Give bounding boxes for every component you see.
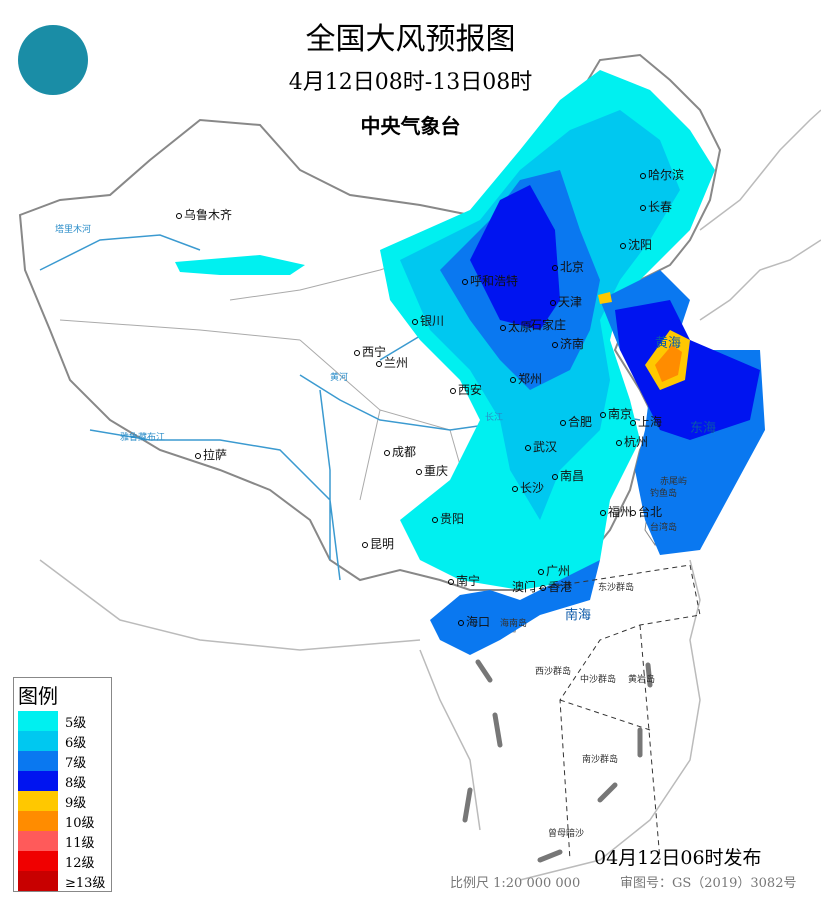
city-label: 拉萨 xyxy=(195,446,227,463)
legend-label: ≥13级 xyxy=(65,875,106,891)
city-label: 济南 xyxy=(552,335,584,352)
legend-swatch xyxy=(18,831,58,851)
legend-swatch xyxy=(18,771,58,791)
legend-label: 10级 xyxy=(65,815,95,831)
river-label: 长江 xyxy=(485,413,504,423)
rivers xyxy=(39,234,641,581)
city-label: 成都 xyxy=(384,443,416,460)
legend-swatch xyxy=(18,711,58,731)
sea-label: 东海 xyxy=(690,421,717,436)
legend-swatch xyxy=(18,751,58,771)
forecast-period: 4月12日08时-13日08时 xyxy=(288,70,533,95)
issue-time: 04月12日06时发布 xyxy=(594,847,762,869)
legend-item: 12级 xyxy=(14,851,111,871)
city-label: 南京 xyxy=(600,405,632,422)
city-label: 贵阳 xyxy=(432,510,464,527)
legend-item: 11级 xyxy=(14,831,111,851)
city-label: 长沙 xyxy=(512,479,544,496)
zone-9-bohai xyxy=(598,292,612,304)
legend-swatch xyxy=(18,811,58,831)
sea-label: 黄海 xyxy=(655,336,682,351)
island-label: 曾母暗沙 xyxy=(548,829,585,839)
city-label: 昆明 xyxy=(362,535,394,552)
city-label: 哈尔滨 xyxy=(640,166,684,183)
legend-swatch xyxy=(18,871,58,891)
city-label: 沈阳 xyxy=(620,236,652,253)
city-label: 合肥 xyxy=(560,413,592,430)
city-label: 重庆 xyxy=(416,462,448,479)
zone-8-sea xyxy=(615,300,760,440)
island-label: 东沙群岛 xyxy=(598,583,635,593)
legend-item: ≥13级 xyxy=(14,871,111,891)
river-label: 雅鲁藏布江 xyxy=(120,433,166,443)
map-title: 全国大风预报图 xyxy=(305,22,516,57)
legend-label: 5级 xyxy=(65,715,87,731)
island-label: 海南岛 xyxy=(500,619,528,629)
city-label: 西安 xyxy=(450,381,482,398)
city-label: 乌鲁木齐 xyxy=(176,206,232,223)
city-label: 海口 xyxy=(458,613,490,630)
zone-8 xyxy=(470,185,560,330)
legend-item: 7级 xyxy=(14,751,111,771)
city-label: 香港 xyxy=(540,578,572,595)
legend-swatch xyxy=(18,791,58,811)
city-label: 福州 xyxy=(600,503,632,520)
map-scale: 比例尺 1:20 000 000 xyxy=(450,876,581,891)
legend-label: 8级 xyxy=(65,775,87,791)
legend-title: 图例 xyxy=(18,684,58,708)
city-label: 杭州 xyxy=(616,433,648,450)
city-label: 石家庄 xyxy=(530,318,567,332)
city-label: 北京 xyxy=(552,258,584,275)
city-label: 长春 xyxy=(640,198,672,215)
legend-item: 5级 xyxy=(14,711,111,731)
legend: 图例 5级 6级 7级 8级 9级 10级 11级 12级 ≥13级 xyxy=(13,677,112,892)
legend-label: 12级 xyxy=(65,855,95,871)
zone-10-sea xyxy=(655,345,682,382)
island-label: 赤尾屿 xyxy=(660,477,688,487)
neighbor-coastline xyxy=(39,109,821,881)
legend-item: 6级 xyxy=(14,731,111,751)
island-label: 中沙群岛 xyxy=(580,675,617,685)
sea-label: 南海 xyxy=(565,608,592,623)
city-label: 呼和浩特 xyxy=(462,272,518,289)
city-label: 广州 xyxy=(538,562,570,579)
city-label: 南宁 xyxy=(448,572,480,589)
city-label: 澳门 xyxy=(512,580,537,594)
city-label: 武汉 xyxy=(525,438,557,455)
city-label: 银川 xyxy=(412,312,444,329)
city-label: 兰州 xyxy=(376,354,408,371)
legend-label: 6级 xyxy=(65,735,87,751)
legend-item: 9级 xyxy=(14,791,111,811)
island-label: 西沙群岛 xyxy=(535,667,572,677)
legend-label: 11级 xyxy=(65,835,95,851)
city-label: 天津 xyxy=(550,293,582,310)
city-label: 郑州 xyxy=(510,370,542,387)
legend-item: 8级 xyxy=(14,771,111,791)
city-label: 上海 xyxy=(630,413,662,430)
maritime-boundary xyxy=(529,564,701,861)
approval-number: 审图号：GS（2019）3082号 xyxy=(620,876,797,891)
zone-5-west xyxy=(175,255,305,275)
legend-item: 10级 xyxy=(14,811,111,831)
nine-dash-line xyxy=(462,659,653,863)
city-label: 台北 xyxy=(630,503,662,520)
legend-label: 9级 xyxy=(65,795,87,811)
legend-swatch xyxy=(18,731,58,751)
cma-logo xyxy=(18,25,88,95)
island-label: 钓鱼岛 xyxy=(650,489,678,499)
city-label: 南昌 xyxy=(552,467,584,484)
island-label: 南沙群岛 xyxy=(582,755,619,765)
issuing-organization: 中央气象台 xyxy=(360,114,461,138)
legend-label: 7级 xyxy=(65,755,87,771)
legend-swatch xyxy=(18,851,58,871)
island-label: 黄岩岛 xyxy=(628,675,656,685)
island-label: 台湾岛 xyxy=(650,523,678,533)
river-label: 塔里木河 xyxy=(55,225,92,235)
river-label: 黄河 xyxy=(330,373,349,383)
city-label: 太原 xyxy=(500,318,532,335)
